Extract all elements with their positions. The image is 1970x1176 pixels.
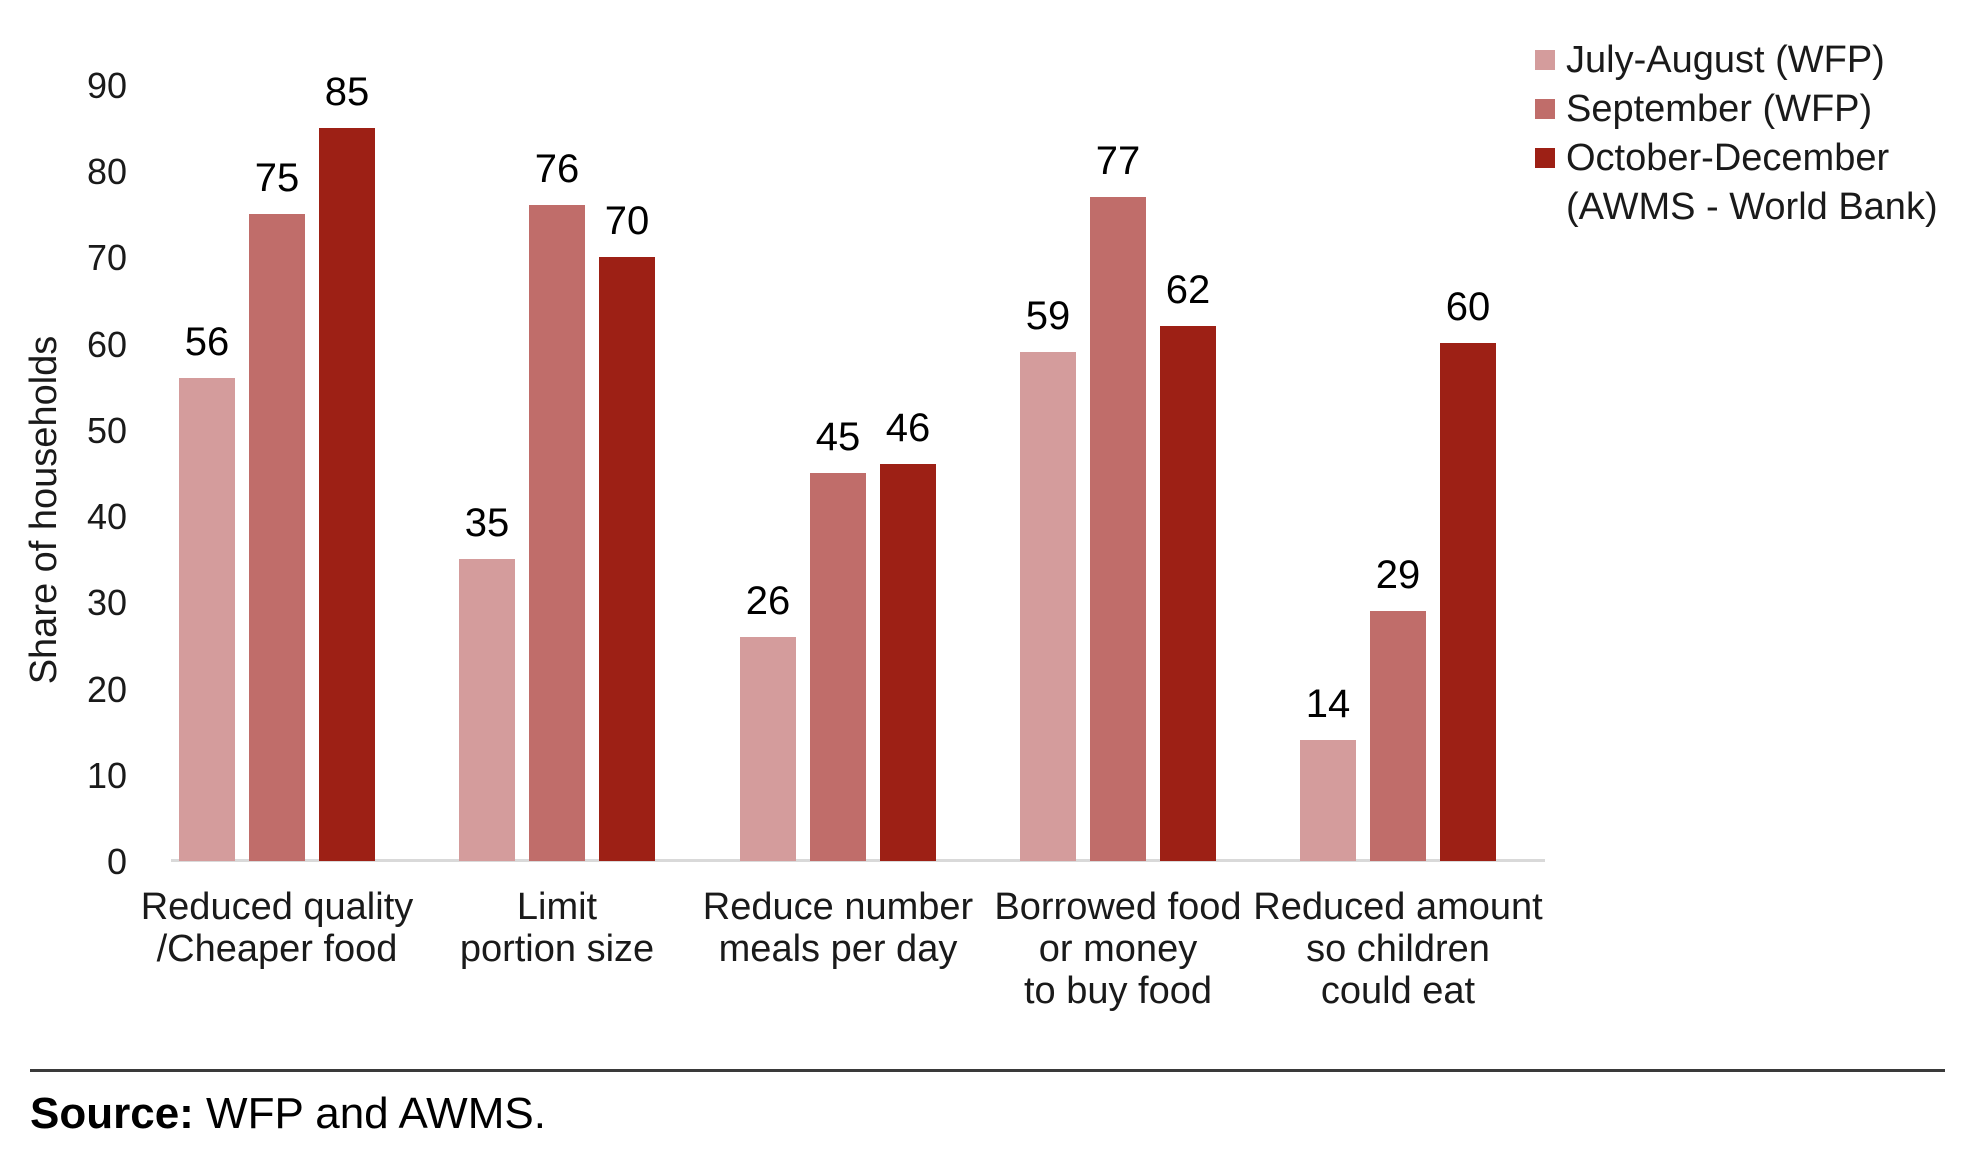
bar-value-label: 77 <box>1095 139 1141 183</box>
bar-s2-c4 <box>1090 197 1146 861</box>
legend-swatch-icon <box>1535 148 1555 168</box>
bar-s3-c2 <box>599 257 655 861</box>
bar-s2-c5 <box>1370 611 1426 861</box>
source-text: WFP and AWMS. <box>193 1089 546 1138</box>
y-tick-label: 10 <box>86 754 127 796</box>
y-tick-label: 0 <box>106 841 127 882</box>
source-note: Source: WFP and AWMS. <box>30 1090 546 1138</box>
y-tick-label: 50 <box>86 409 127 451</box>
bar-value-label: 35 <box>464 501 510 545</box>
y-tick-label: 20 <box>86 668 127 710</box>
bar-s1-c2 <box>459 559 515 861</box>
bar-value-label: 75 <box>254 156 300 200</box>
bar-value-label: 85 <box>324 70 370 114</box>
legend: July-August (WFP) September (WFP) October-… <box>1535 36 1938 232</box>
bar-s1-c5 <box>1300 740 1356 861</box>
bar-value-label: 60 <box>1445 285 1491 329</box>
bar-s1-c3 <box>740 637 796 861</box>
bar-value-label: 76 <box>534 147 580 191</box>
bar-s1-c1 <box>179 378 235 861</box>
bar-value-label: 56 <box>184 320 230 364</box>
legend-item: July-August (WFP) <box>1535 36 1938 85</box>
bar-s3-c5 <box>1440 343 1496 861</box>
legend-swatch-icon <box>1535 99 1555 119</box>
y-tick-label: 40 <box>86 496 127 537</box>
source-label: Source: <box>30 1089 194 1138</box>
bar-value-label: 70 <box>604 199 650 243</box>
bar-s2-c2 <box>529 205 585 861</box>
y-tick-label: 60 <box>86 323 127 365</box>
legend-label: September (WFP) <box>1566 88 1873 130</box>
bar-value-label: 14 <box>1305 682 1351 726</box>
legend-label: July-August (WFP) <box>1566 39 1885 81</box>
legend-item: September (WFP) <box>1535 85 1938 134</box>
bar-value-label: 59 <box>1025 294 1071 338</box>
bar-value-label: 29 <box>1375 553 1421 597</box>
bar-value-label: 62 <box>1165 268 1211 312</box>
bar-s3-c1 <box>319 128 375 861</box>
x-category-label: Reduce number meals per day <box>702 886 974 970</box>
legend-item: October-December (AWMS - World Bank) <box>1535 134 1938 232</box>
legend-swatch-icon <box>1535 50 1555 70</box>
divider-line <box>30 1069 1945 1072</box>
y-tick-label: 70 <box>86 237 127 279</box>
bar-s3-c3 <box>880 464 936 861</box>
y-tick-label: 90 <box>86 64 127 106</box>
bar-value-label: 46 <box>885 406 931 450</box>
y-tick-label: 80 <box>86 151 127 192</box>
bar-value-label: 45 <box>815 415 861 459</box>
x-category-label: Limit portion size <box>459 886 655 970</box>
legend-label: October-December (AWMS - World Bank) <box>1566 137 1938 228</box>
bar-s2-c1 <box>249 214 305 861</box>
bar-s1-c4 <box>1020 352 1076 861</box>
x-category-label: Reduced quality /Cheaper food <box>140 886 414 970</box>
bar-value-label: 26 <box>745 579 791 623</box>
y-tick-label: 30 <box>86 582 127 624</box>
bar-s2-c3 <box>810 473 866 861</box>
x-category-label: Reduced amount so children could eat <box>1253 886 1543 1012</box>
x-category-label: Borrowed food or money to buy food <box>994 886 1242 1012</box>
bar-s3-c4 <box>1160 326 1216 861</box>
